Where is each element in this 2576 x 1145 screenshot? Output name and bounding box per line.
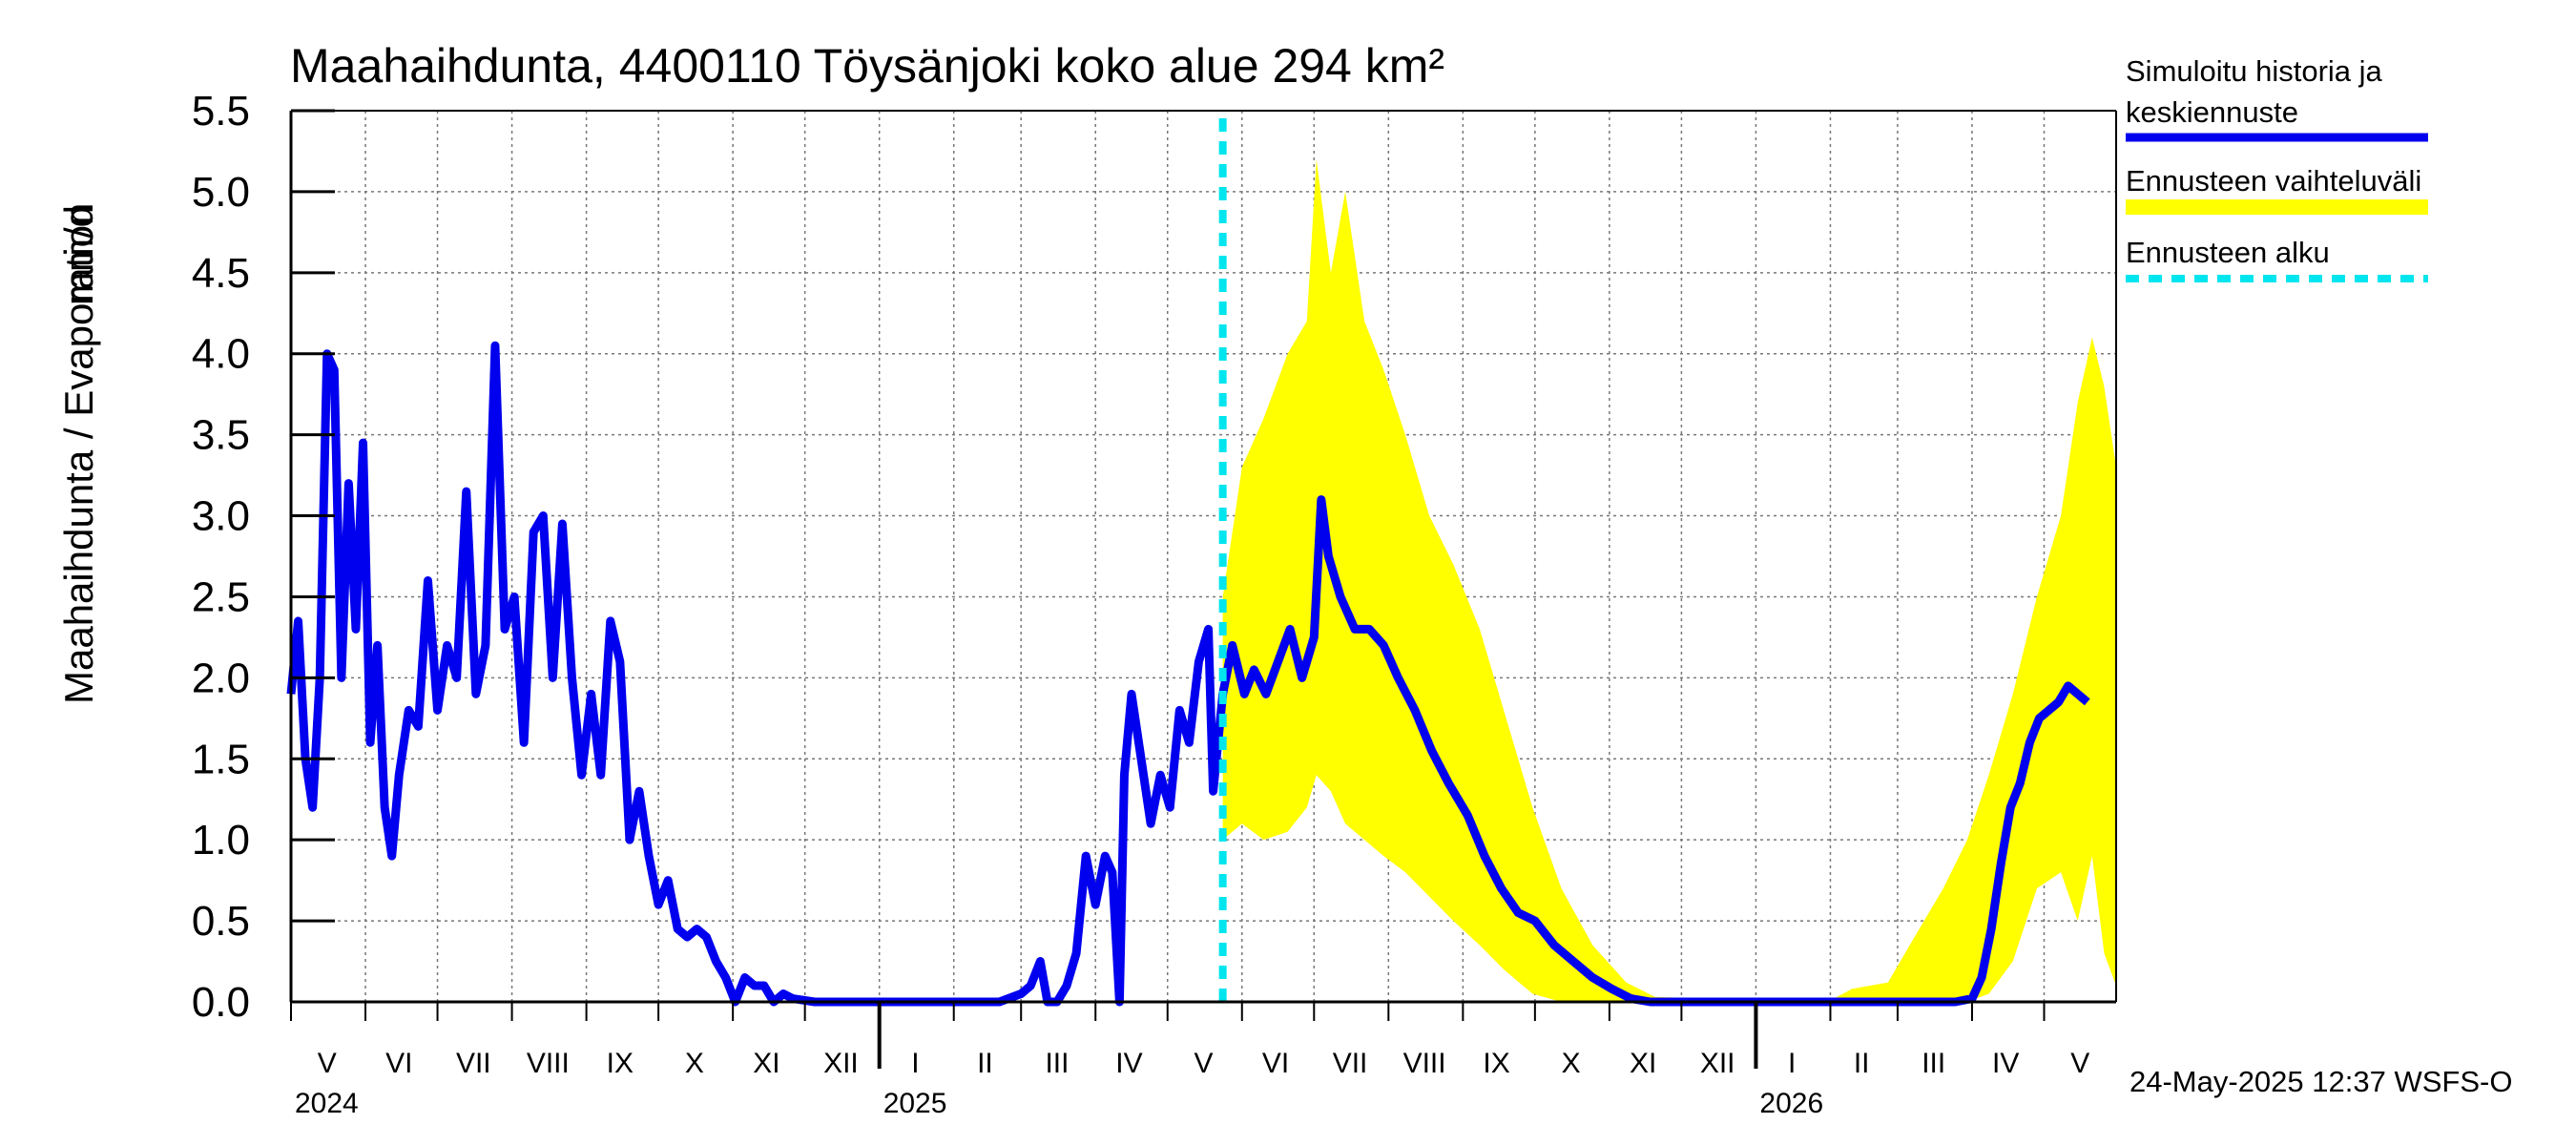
axes <box>289 109 2117 1069</box>
month-label: V <box>1194 1048 1213 1079</box>
y-tick-label: 0.5 <box>192 898 250 945</box>
month-label: III <box>1922 1048 1945 1079</box>
month-label: II <box>977 1048 993 1079</box>
y-tick-labels: 0.0 0.5 1.0 1.5 2.0 2.5 3.0 3.5 4.0 4.5 5.0 5.5 <box>192 88 250 1026</box>
month-label: X <box>1562 1048 1581 1079</box>
month-label: IV <box>1115 1048 1142 1079</box>
y-axis-unit: mm/d <box>56 205 101 305</box>
month-label: V <box>2070 1048 2089 1079</box>
month-label: I <box>911 1048 919 1079</box>
legend: Simuloitu historia ja keskiennuste Ennus… <box>2126 54 2428 282</box>
year-label: 2024 <box>295 1088 359 1119</box>
y-tick-label: 5.0 <box>192 169 250 216</box>
y-tick-label: 4.5 <box>192 250 250 297</box>
month-label: V <box>318 1048 337 1079</box>
y-tick-label: 2.5 <box>192 573 250 620</box>
month-label: IX <box>607 1048 634 1079</box>
year-label: 2025 <box>883 1088 947 1119</box>
forecast-range-band <box>1222 158 2116 1003</box>
month-label: IX <box>1483 1048 1509 1079</box>
month-label: IV <box>1992 1048 2019 1079</box>
y-axis-label: Maahaihdunta / Evaporation <box>56 203 101 704</box>
month-label: XI <box>1630 1048 1656 1079</box>
y-tick-label: 1.5 <box>192 736 250 782</box>
y-tick-label: 0.0 <box>192 979 250 1026</box>
x-tick-labels: V VI VII VIII IX X XI XII I II III IV V VI VII VIII IX X X… <box>295 1048 2089 1119</box>
month-label: XI <box>753 1048 779 1079</box>
simulated-history-line <box>286 341 2090 1007</box>
forecast-range-area <box>1222 158 2116 1003</box>
y-tick-label: 1.0 <box>192 817 250 864</box>
month-label: XII <box>823 1048 859 1079</box>
month-label: III <box>1045 1048 1069 1079</box>
y-tick-label: 3.0 <box>192 493 250 540</box>
year-label: 2026 <box>1759 1088 1823 1119</box>
series-line <box>286 341 2090 1007</box>
month-label: II <box>1854 1048 1870 1079</box>
month-label: VII <box>456 1048 491 1079</box>
chart-title: Maahaihdunta, 4400110 Töysänjoki koko al… <box>290 39 1444 93</box>
legend-forecast-label: Ennusteen alku <box>2126 236 2330 269</box>
month-label: VI <box>1262 1048 1289 1079</box>
legend-band-label: Ennusteen vaihteluväli <box>2126 164 2421 198</box>
month-label: VIII <box>1403 1048 1446 1079</box>
legend-history-label-2: keskiennuste <box>2126 95 2298 129</box>
timestamp-footer: 24-May-2025 12:37 WSFS-O <box>2129 1065 2512 1098</box>
month-label: VIII <box>527 1048 570 1079</box>
y-tick-label: 3.5 <box>192 412 250 459</box>
month-label: I <box>1788 1048 1796 1079</box>
month-label: X <box>685 1048 704 1079</box>
month-label: XII <box>1700 1048 1735 1079</box>
y-tick-label: 5.5 <box>192 88 250 135</box>
month-label: VI <box>385 1048 412 1079</box>
y-tick-label: 2.0 <box>192 655 250 701</box>
y-tick-label: 4.0 <box>192 331 250 378</box>
legend-history-label-1: Simuloitu historia ja <box>2126 54 2383 88</box>
month-label: VII <box>1333 1048 1368 1079</box>
